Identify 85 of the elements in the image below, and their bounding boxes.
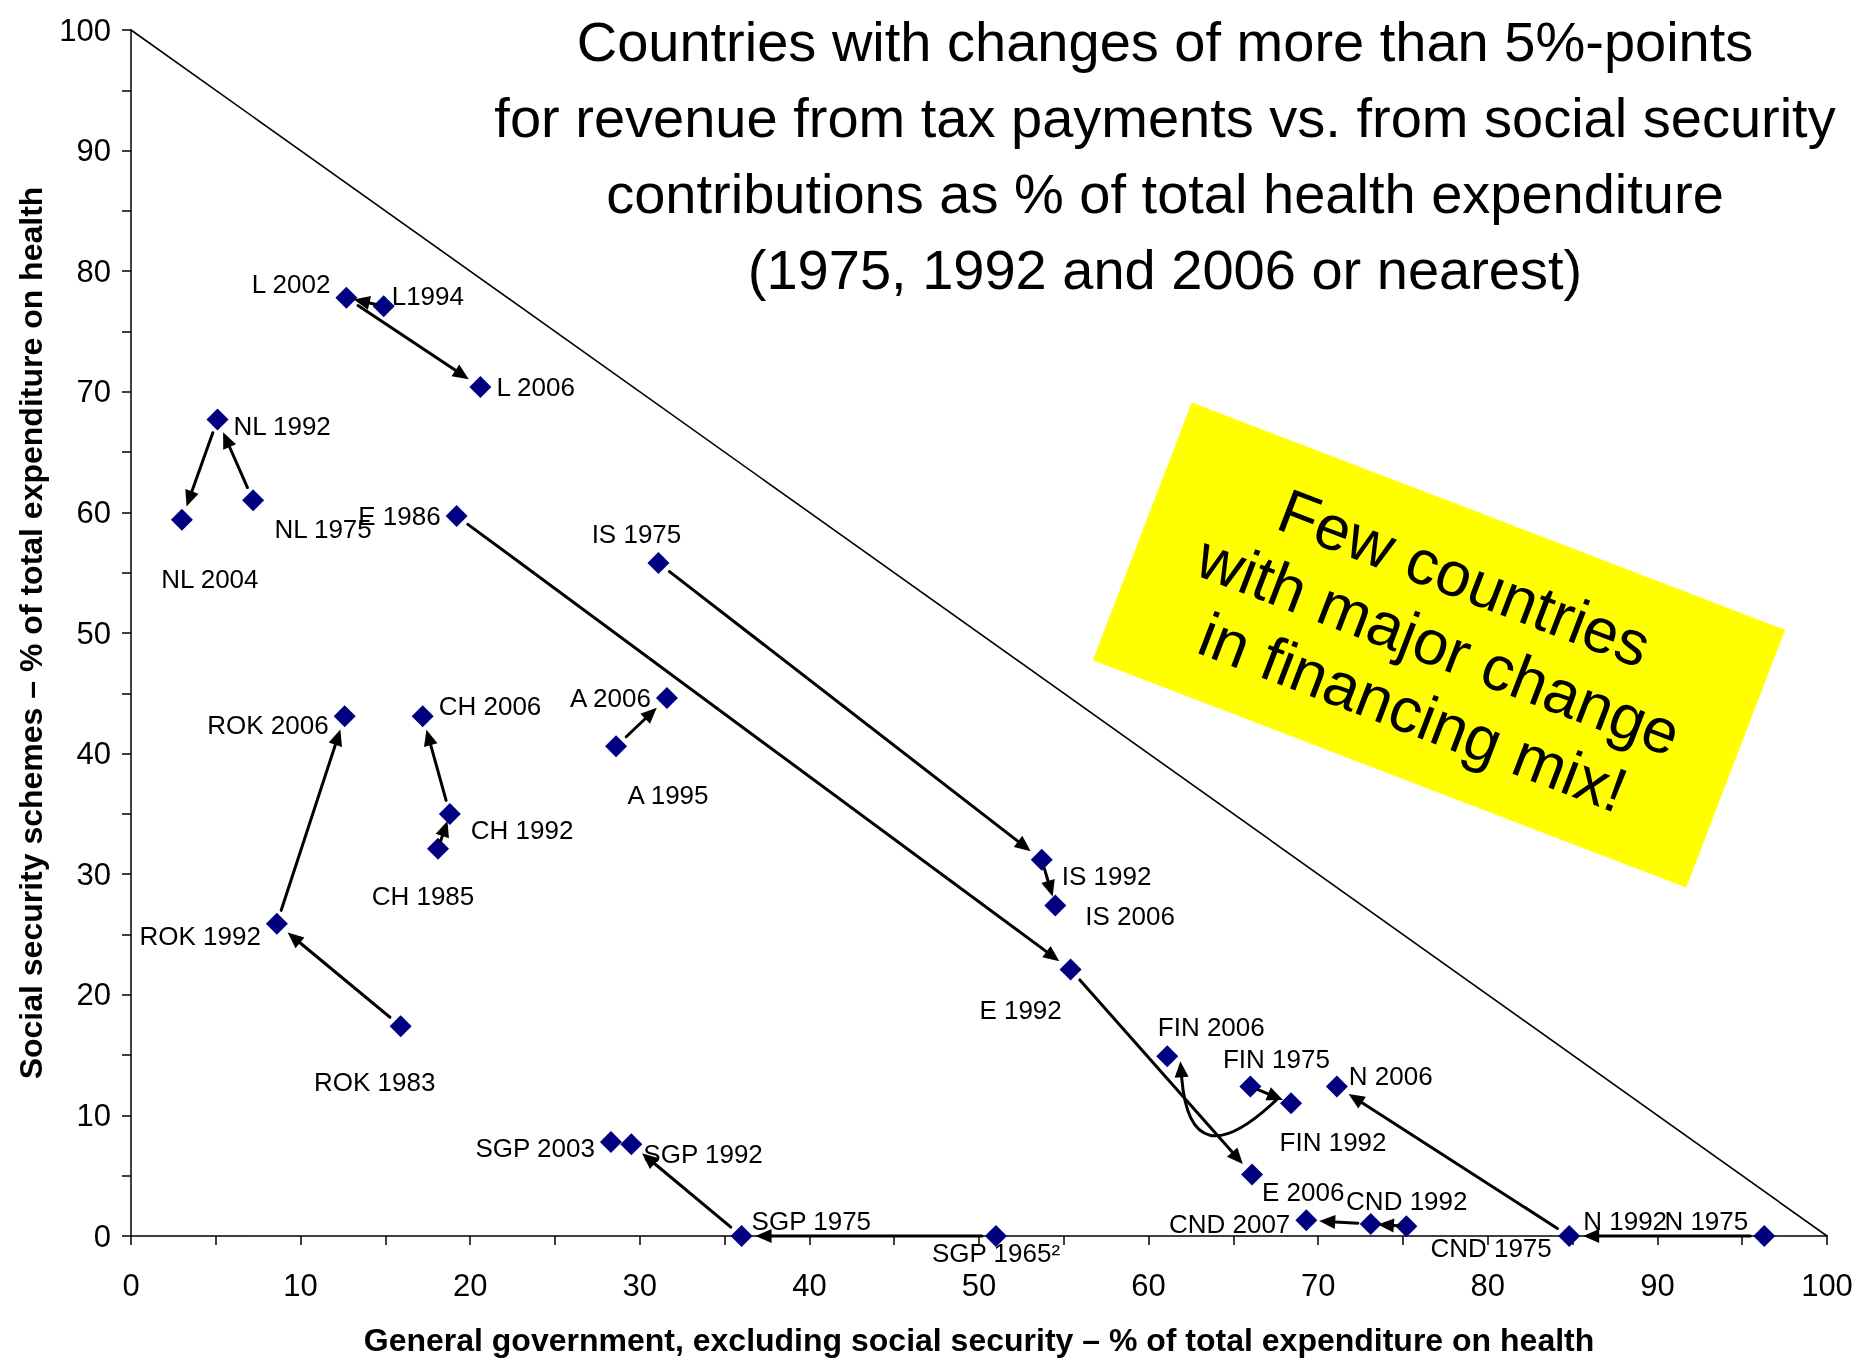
point — [1558, 1225, 1581, 1247]
data-label: L 2006 — [496, 371, 575, 402]
point — [1395, 1215, 1418, 1238]
data-label: SGP 2003 — [475, 1132, 595, 1163]
data-label: L1994 — [391, 281, 465, 312]
x-tick-label: 90 — [1640, 1268, 1675, 1303]
point — [599, 1130, 622, 1153]
point — [730, 1225, 753, 1247]
data-label: SGP 1975 — [751, 1206, 872, 1236]
y-tick-label: 20 — [76, 977, 111, 1013]
y-tick-label: 90 — [76, 133, 111, 169]
point — [1359, 1212, 1382, 1235]
point — [426, 837, 449, 860]
point — [1325, 1075, 1348, 1098]
data-label: ROK 1992 — [139, 920, 261, 951]
point — [265, 912, 288, 935]
point — [1753, 1225, 1776, 1247]
point — [438, 802, 461, 825]
data-label: IS 2006 — [1085, 900, 1175, 931]
y-tick-label: 80 — [76, 253, 111, 289]
point — [389, 1015, 412, 1038]
data-label: IS 1975 — [591, 519, 682, 550]
point — [1295, 1209, 1318, 1232]
point — [445, 505, 468, 528]
point — [1241, 1163, 1264, 1186]
y-tick-label: 10 — [76, 1097, 111, 1133]
data-label: CND 1992 — [1346, 1185, 1468, 1216]
point — [655, 687, 678, 710]
point — [605, 735, 628, 758]
point — [620, 1133, 643, 1156]
point — [1059, 958, 1082, 981]
data-label: FIN 1975 — [1222, 1044, 1330, 1075]
point — [170, 508, 193, 531]
y-tick-label: 100 — [59, 12, 111, 48]
point — [1030, 848, 1053, 871]
data-label: L 2002 — [251, 268, 331, 299]
point — [1239, 1075, 1262, 1098]
data-label: IS 1992 — [1061, 860, 1152, 891]
data-label: FIN 1992 — [1279, 1127, 1387, 1158]
point — [1044, 894, 1067, 917]
point — [1156, 1045, 1179, 1068]
data-label: ROK 2006 — [207, 710, 329, 741]
x-tick-label: 60 — [1131, 1268, 1166, 1303]
point — [411, 705, 434, 728]
x-tick-label: 70 — [1300, 1268, 1336, 1303]
x-tick-label: 10 — [283, 1268, 318, 1303]
x-axis-title: General government, excluding social security – % of total expenditure on health — [363, 1322, 1595, 1358]
y-tick-label: 50 — [76, 615, 111, 651]
data-label: CND 1975 — [1430, 1233, 1552, 1264]
data-label: A 2006 — [569, 683, 651, 714]
point — [335, 286, 358, 309]
data-label: CH 1985 — [371, 880, 475, 911]
data-label: NL 1992 — [233, 410, 331, 441]
data-label: ROK 1983 — [313, 1067, 436, 1098]
data-label: E 2006 — [1262, 1177, 1345, 1208]
data-label: SGP 1965² — [931, 1238, 1061, 1268]
y-tick-label: 0 — [93, 1218, 111, 1254]
x-tick-label: 20 — [452, 1268, 488, 1303]
data-label: CH 1992 — [470, 814, 574, 845]
x-tick-label: 80 — [1470, 1268, 1506, 1303]
data-label: NL 2004 — [161, 563, 259, 594]
point — [372, 295, 395, 318]
point — [333, 705, 356, 728]
point — [647, 552, 670, 575]
x-tick-label: 50 — [961, 1268, 997, 1303]
text: Countries with changes of more than 5%-points for revenue from tax payments vs. from social security contributions as % of total health expenditure (1975, 1992 and 2006 or nearest) — [494, 9, 1836, 301]
y-tick-label: 70 — [76, 374, 111, 410]
y-axis-title: Social security schemes – % of total expenditure on health — [13, 186, 49, 1080]
data-label: CH 2006 — [438, 691, 542, 722]
y-tick-label: 40 — [76, 736, 111, 772]
point — [242, 489, 265, 512]
x-tick-label: 30 — [622, 1268, 658, 1303]
point — [1280, 1092, 1303, 1115]
y-tick-label: 60 — [76, 494, 111, 530]
x-tick-label: 100 — [1801, 1268, 1853, 1303]
data-label: FIN 2006 — [1157, 1012, 1265, 1043]
data-label: CND 2007 — [1168, 1209, 1291, 1240]
x-tick-label: 0 — [122, 1268, 140, 1303]
x-tick-label: 40 — [792, 1268, 827, 1303]
point — [206, 408, 229, 431]
data-label: E 1992 — [979, 995, 1062, 1026]
point — [469, 375, 492, 398]
data-label: A 1995 — [627, 780, 709, 811]
data-label: N 2006 — [1348, 1061, 1433, 1092]
y-tick-label: 30 — [76, 856, 111, 892]
